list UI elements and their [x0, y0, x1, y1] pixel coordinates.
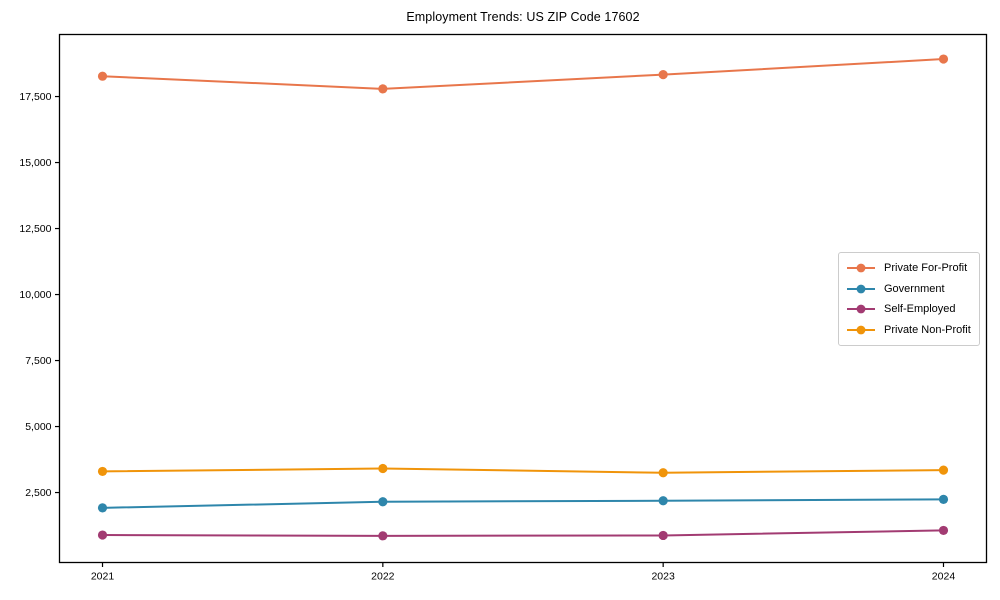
data-point-self-employed-2021 — [97, 530, 108, 540]
series-line-government — [101, 498, 945, 509]
y-tick-label: 17,500 — [19, 91, 51, 103]
legend-item-government: Government — [846, 279, 971, 300]
legend-item-private-non-profit: Private Non-Profit — [846, 320, 971, 341]
y-tick-label: 10,000 — [19, 289, 51, 301]
y-tick-label: 7,500 — [25, 355, 51, 367]
x-tick-label: 2023 — [651, 571, 675, 583]
data-point-private-for-profit-2023 — [658, 70, 668, 80]
data-point-private-non-profit-2024 — [938, 465, 949, 475]
data-point-self-employed-2024 — [938, 525, 949, 536]
legend: Private For-Profit Government Self-Employe… — [838, 252, 980, 346]
data-point-private-non-profit-2023 — [658, 468, 668, 478]
x-tick-label: 2022 — [371, 571, 395, 583]
y-tick-label: 12,500 — [19, 223, 51, 235]
legend-marker-self-employed-icon — [847, 304, 875, 314]
legend-marker-private-for-profit-icon — [847, 263, 875, 273]
series-line-self-employed — [101, 529, 945, 537]
series-line-private-non-profit — [101, 467, 945, 474]
data-point-private-for-profit-2021 — [97, 71, 108, 81]
plot-frame — [58, 33, 988, 564]
data-point-government-2021 — [97, 503, 108, 513]
legend-label: Self-Employed — [884, 303, 956, 316]
data-point-government-2023 — [658, 496, 668, 506]
legend-marker-private-non-profit-icon — [847, 325, 875, 335]
data-point-private-non-profit-2022 — [378, 463, 388, 474]
legend-label: Private For-Profit — [884, 262, 968, 275]
legend-item-private-for-profit: Private For-Profit — [846, 258, 971, 279]
legend-item-self-employed: Self-Employed — [846, 299, 971, 320]
legend-label: Government — [884, 282, 945, 295]
data-point-private-for-profit-2022 — [378, 84, 388, 94]
y-tick-label: 2,500 — [25, 487, 51, 499]
y-tick-label: 5,000 — [25, 421, 51, 433]
data-point-private-non-profit-2021 — [97, 466, 108, 477]
data-point-self-employed-2022 — [378, 531, 388, 541]
x-tick-label: 2024 — [932, 571, 956, 583]
data-point-self-employed-2023 — [658, 530, 668, 541]
chart-title: Employment Trends: US ZIP Code 17602 — [406, 10, 640, 24]
data-point-government-2022 — [378, 497, 388, 507]
x-tick-label: 2021 — [91, 571, 115, 583]
data-point-government-2024 — [938, 494, 949, 505]
data-point-private-for-profit-2024 — [938, 54, 949, 64]
legend-label: Private Non-Profit — [884, 323, 971, 336]
series-line-private-for-profit — [101, 58, 945, 90]
y-tick-label: 15,000 — [19, 157, 51, 169]
legend-marker-government-icon — [847, 284, 875, 294]
